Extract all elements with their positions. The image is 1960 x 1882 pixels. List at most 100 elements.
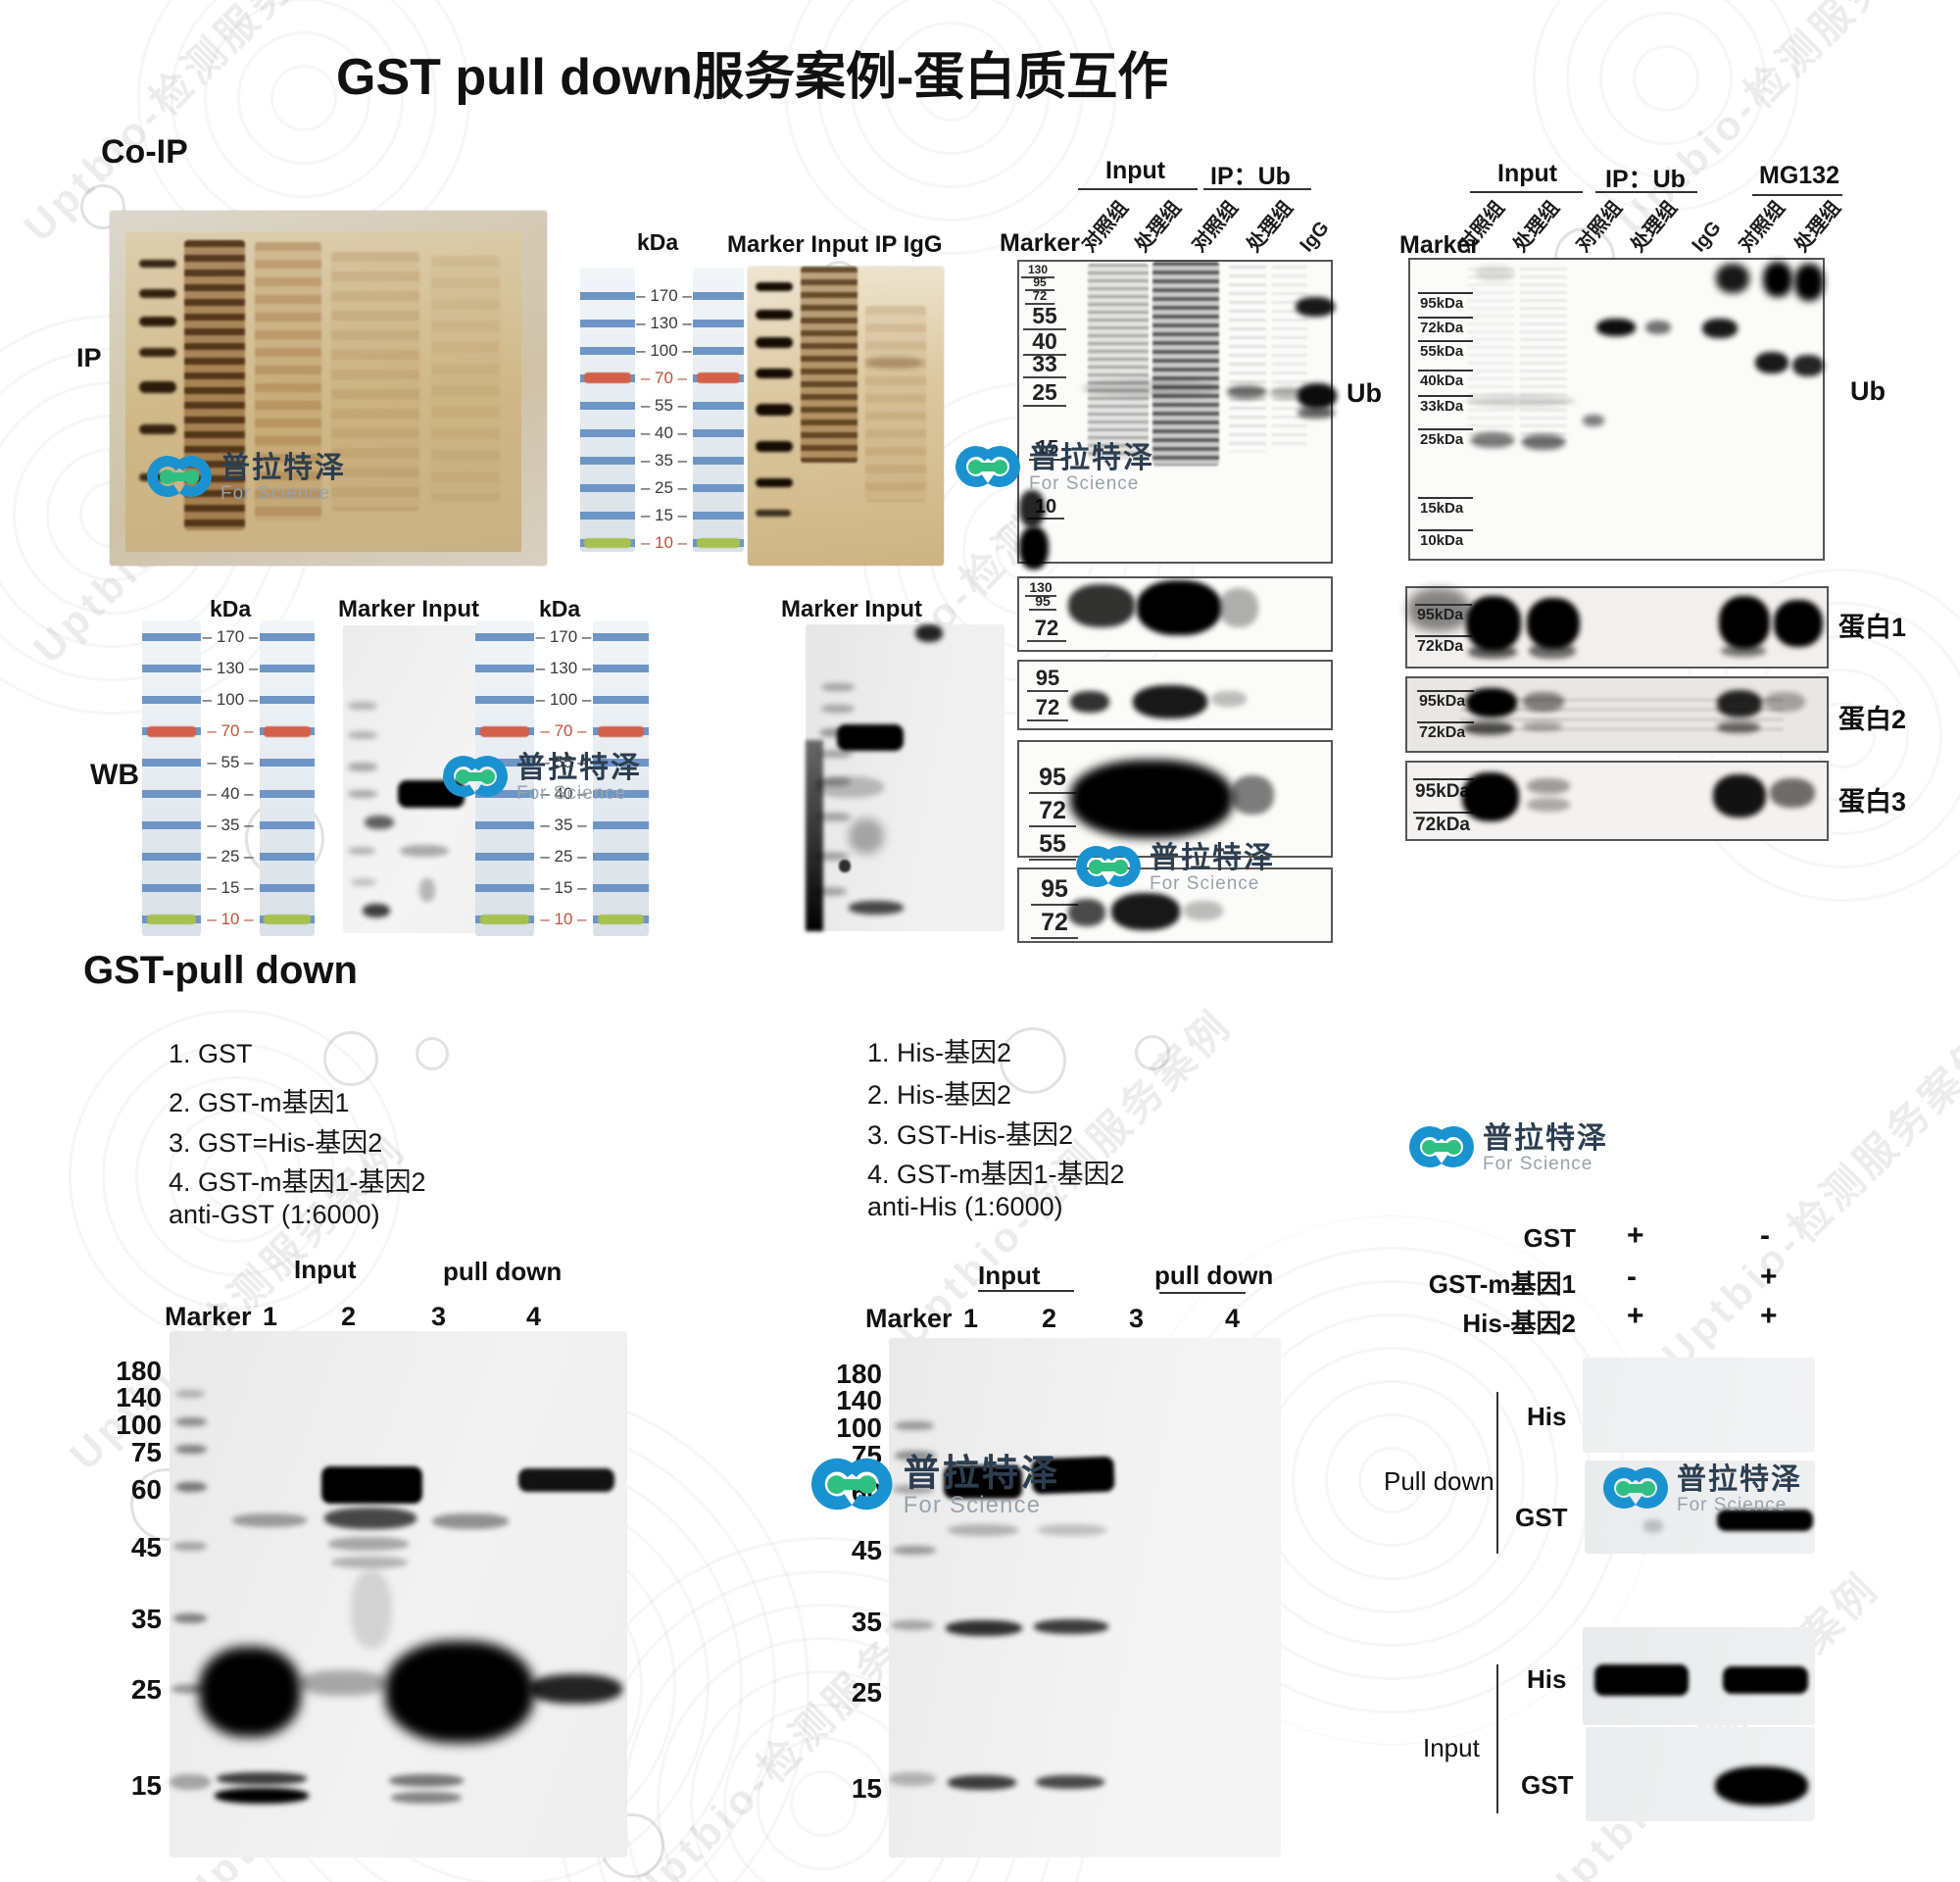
mw-mark: 33kDa xyxy=(1418,395,1473,415)
gel-edge-streak xyxy=(806,740,823,931)
gel-band xyxy=(1715,1766,1808,1806)
gst-mid-list: 1. His-基因2 2. His-基因2 3. GST-His-基因2 4. GST… xyxy=(867,1031,1220,1227)
gel-band xyxy=(1527,798,1570,812)
mw-mark: 95 xyxy=(1031,876,1078,906)
gel-band xyxy=(173,1542,207,1551)
ladder-value: 10 xyxy=(207,904,253,935)
lane-number: 4 xyxy=(526,1302,542,1331)
gel-band xyxy=(1111,893,1180,930)
right-marker-label: Marker xyxy=(1399,231,1480,259)
gel-band xyxy=(321,1466,422,1504)
gel-band xyxy=(1774,600,1823,647)
mid-ipub-header: IP：Ub xyxy=(1210,163,1291,190)
gel-band xyxy=(139,260,176,268)
igg-band xyxy=(1296,297,1335,317)
gel2-header: Marker Input IP IgG xyxy=(727,231,943,258)
gel-band xyxy=(865,357,922,369)
ladder-value: 100 xyxy=(536,684,592,716)
mw-mark: 55 xyxy=(1023,304,1066,331)
pulateze-logo-icon xyxy=(1072,842,1145,891)
logo-zh-text: 普拉特泽 xyxy=(1677,1463,1802,1496)
gel-band xyxy=(175,1482,207,1492)
gel-band xyxy=(1717,1510,1813,1531)
gel-band xyxy=(946,1620,1022,1636)
pulldown-group-label: Pull down xyxy=(1384,1466,1494,1496)
gel-band xyxy=(756,282,793,291)
pulateze-logo: 普拉特泽 For Science xyxy=(807,1453,1060,1519)
gel-band xyxy=(139,348,176,357)
gel-band xyxy=(891,1620,934,1630)
gst-left-blot xyxy=(170,1331,627,1857)
gel-dot xyxy=(839,860,851,872)
gel-band xyxy=(348,702,377,710)
gel-band xyxy=(756,310,793,320)
gel-band xyxy=(365,816,394,829)
gst-left-mw-labels: 180 140 100 75 60 45 35 25 15 xyxy=(103,1358,162,1828)
gel-band xyxy=(1070,691,1109,713)
gel-band xyxy=(432,1513,509,1529)
gel-band xyxy=(756,510,791,517)
igg-band xyxy=(1298,383,1337,409)
table-cell: - xyxy=(1760,1219,1770,1252)
gel-band xyxy=(821,705,855,713)
lane-smear xyxy=(351,1570,392,1649)
protein2-label: 蛋白2 xyxy=(1838,705,1907,734)
gel-smudge xyxy=(849,818,884,854)
input-gst-panel xyxy=(1586,1727,1815,1821)
input-his-label: His xyxy=(1527,1664,1567,1694)
gel-band xyxy=(217,1772,307,1785)
gel-band xyxy=(837,724,904,751)
mw-value: 140 xyxy=(836,1385,882,1415)
mw-mark: 40kDa xyxy=(1418,370,1473,389)
gel-smear xyxy=(431,256,500,501)
mw-value: 25 xyxy=(130,1674,162,1705)
gel-band xyxy=(139,381,176,393)
right-ipub-header: IP：Ub xyxy=(1605,166,1686,193)
protein-ladder-strip xyxy=(693,268,744,552)
gel-band xyxy=(175,1390,205,1398)
gel-band xyxy=(1475,266,1514,281)
ladder-value: 40 xyxy=(540,778,586,810)
pulateze-logo-icon xyxy=(1405,1122,1478,1171)
ub-blot-mid: 130 95 72 55 40 33 25 15 10 xyxy=(1017,260,1337,570)
ladder-value: 130 xyxy=(636,310,692,337)
logo-zh-text: 普拉特泽 xyxy=(220,452,346,484)
pulateze-logo: 普拉特泽 For Science xyxy=(1405,1122,1608,1175)
list-item: 2. GST-m基因1 xyxy=(169,1088,350,1117)
gel-band xyxy=(1723,1666,1808,1694)
gel-band xyxy=(1527,778,1570,794)
gel-band xyxy=(893,1485,934,1494)
gel-band xyxy=(1227,385,1266,399)
gel-band xyxy=(389,1774,464,1787)
gel-band xyxy=(1407,588,1470,631)
lane-smear xyxy=(1229,266,1266,452)
gel-band xyxy=(895,1451,936,1461)
mw-value: 35 xyxy=(130,1604,162,1634)
mw-mark: 10kDa xyxy=(1418,529,1473,549)
logo-zh-text: 普拉特泽 xyxy=(903,1453,1060,1494)
lane-smear xyxy=(1520,268,1567,444)
gel-blob xyxy=(199,1647,301,1737)
gel-band xyxy=(817,777,851,786)
gel-band xyxy=(1036,1775,1104,1789)
gel-band xyxy=(1716,264,1749,293)
page-title: GST pull down服务案例-蛋白质互作 xyxy=(336,49,1169,106)
gel-band xyxy=(1529,643,1576,659)
list-item: 4. GST-m基因1-基因2 xyxy=(867,1160,1125,1189)
underline xyxy=(978,1290,1074,1292)
gel-band xyxy=(756,337,793,348)
pulateze-logo: 普拉特泽 For Science xyxy=(1599,1463,1802,1516)
gst-heading: GST-pull down xyxy=(83,949,358,992)
lane-label: IgG xyxy=(1688,217,1726,257)
gel-smear xyxy=(801,267,858,463)
ladder-value: 15 xyxy=(207,872,253,904)
ub-subpanel-3: 95 72 55 xyxy=(1017,740,1333,861)
ub-label-right: Ub xyxy=(1850,376,1886,406)
ladder-value: 130 xyxy=(203,653,259,684)
ladder-value: 170 xyxy=(636,282,692,310)
lane-number: 1 xyxy=(963,1304,979,1333)
mw-mark: 95 xyxy=(1027,667,1068,693)
mw-mark: 72kDa xyxy=(1413,812,1474,835)
lane-smear xyxy=(1152,262,1219,466)
